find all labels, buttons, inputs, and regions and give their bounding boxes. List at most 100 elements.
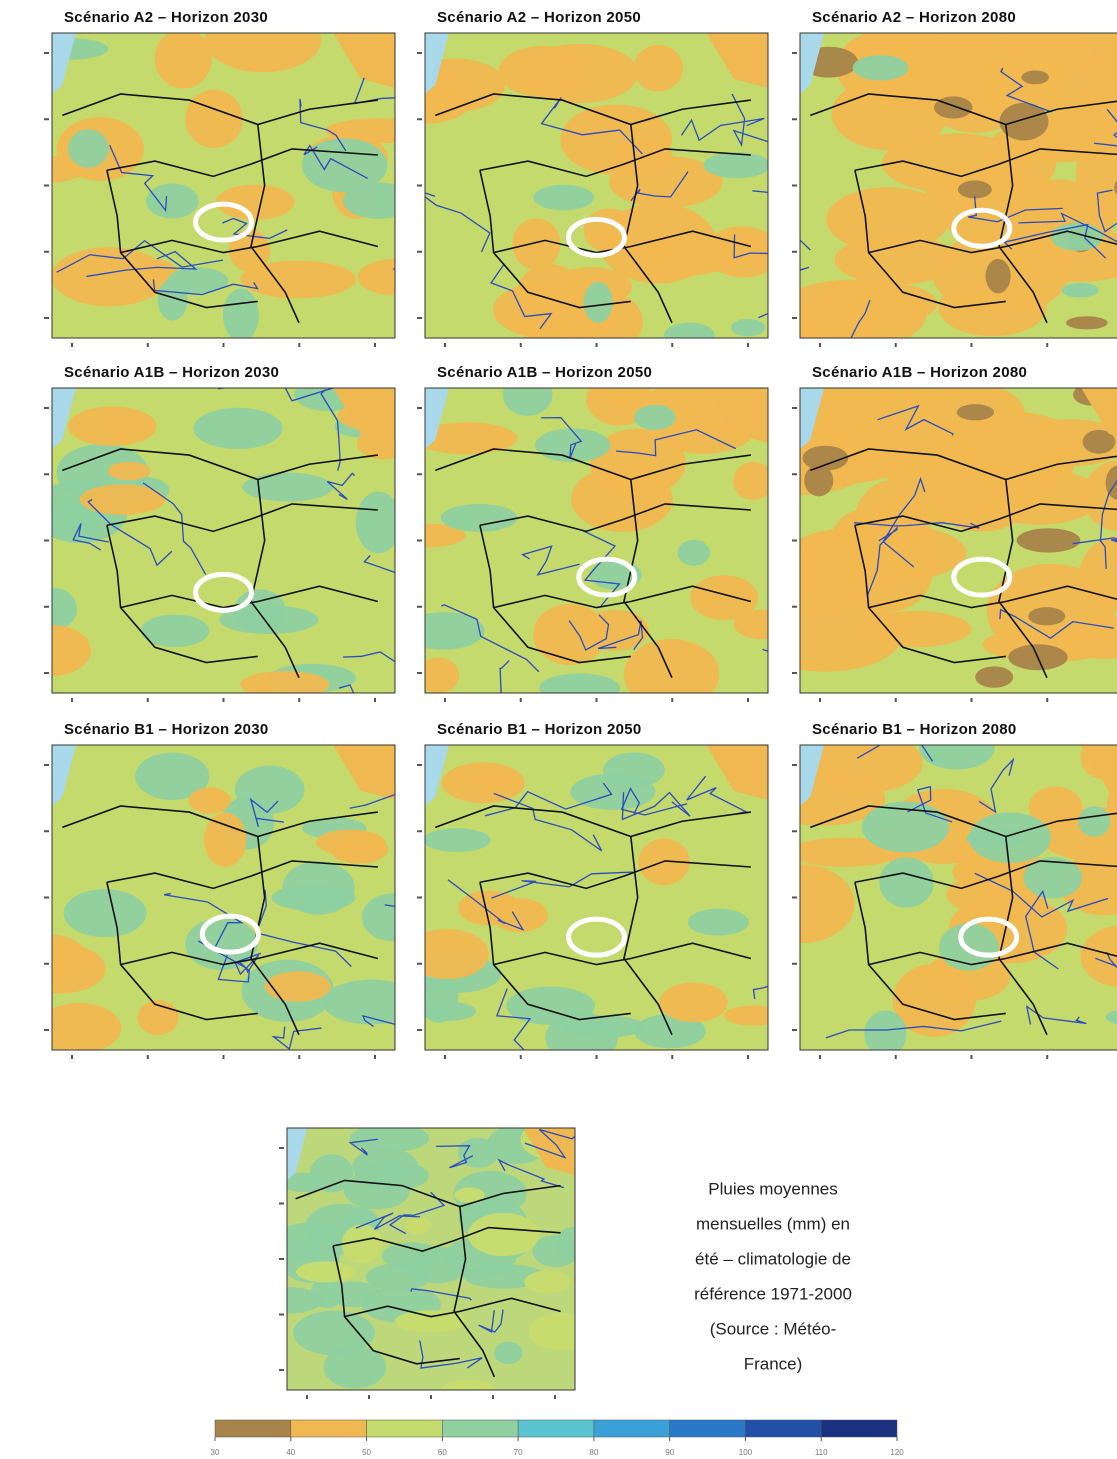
rain-patch [523, 44, 638, 103]
rain-patch [108, 462, 151, 480]
rain-patch [690, 575, 758, 620]
rain-patch [835, 235, 958, 285]
rain-patch [775, 280, 927, 350]
rain-patch [853, 55, 909, 80]
rain-patch [1002, 179, 1114, 261]
rain-patch [556, 1227, 593, 1262]
panel-title: Scénario B1 – Horizon 2050 [437, 721, 642, 738]
colorbar-bin [442, 1420, 518, 1437]
map [724, 7, 1117, 381]
panel-title: Scénario B1 – Horizon 2080 [812, 721, 1017, 738]
rain-patch [494, 1342, 523, 1364]
colorbar-label: 50 [362, 1448, 371, 1457]
rain-patch [704, 152, 771, 178]
rain-patch [193, 408, 282, 449]
rain-patch [634, 45, 683, 92]
rain-patch [688, 909, 749, 936]
colorbar-bin [594, 1420, 670, 1437]
rain-patch [242, 473, 332, 502]
rain-patch [1028, 607, 1065, 625]
colorbar-label: 70 [514, 1448, 523, 1457]
colorbar-label: 90 [665, 1448, 674, 1457]
panel-title: Scénario B1 – Horizon 2030 [64, 721, 269, 738]
rain-patch [570, 774, 655, 810]
colorbar-bin [367, 1420, 443, 1437]
colorbar-label: 40 [286, 1448, 295, 1457]
colorbar-label: 110 [815, 1448, 828, 1457]
panel-title: Scénario A2 – Horizon 2050 [437, 9, 641, 26]
map [14, 377, 491, 717]
panel-title: Scénario A1B – Horizon 2080 [812, 364, 1027, 381]
panel-title: Scénario A1B – Horizon 2030 [64, 364, 279, 381]
highlight-ring [0, 848, 27, 884]
caption-line: Pluies moyennes [708, 1179, 837, 1198]
map [750, 726, 1117, 1057]
rain-patch [879, 857, 934, 907]
rain-patch [535, 428, 610, 462]
rain-patch [533, 604, 607, 665]
rain-patch [51, 247, 167, 306]
rain-patch [1066, 316, 1108, 329]
rain-patch [282, 861, 354, 915]
rain-patch [1078, 806, 1110, 836]
rain-patch [583, 282, 612, 323]
rain-patch [731, 319, 765, 336]
map [251, 1120, 593, 1400]
rain-patch [1017, 528, 1081, 552]
rain-patch [240, 671, 329, 698]
rain-patch [356, 492, 401, 554]
panel-title: Scénario A2 – Horizon 2080 [812, 9, 1016, 26]
rain-patch [204, 812, 246, 866]
rain-patch [302, 138, 388, 192]
rain-patch [934, 96, 972, 118]
rain-patch [37, 1003, 122, 1053]
colorbar-label: 100 [739, 1448, 753, 1457]
map [399, 745, 808, 1063]
rain-patch [342, 1224, 383, 1263]
rain-patch [522, 301, 574, 354]
rain-patch [1021, 70, 1049, 84]
rain-patch [316, 830, 385, 856]
map [376, 33, 835, 354]
rain-patch [747, 596, 904, 672]
caption-line: France) [744, 1354, 803, 1373]
rain-patch [634, 405, 675, 430]
map [731, 360, 1117, 693]
panel-title: Scénario A2 – Horizon 2030 [64, 9, 268, 26]
rain-patch [423, 828, 491, 852]
rain-patch [29, 588, 77, 631]
rain-patch [68, 129, 108, 168]
rain-patch [524, 1271, 571, 1294]
colorbar-bin [291, 1420, 367, 1437]
rain-patch [724, 1005, 783, 1025]
rain-patch [491, 898, 548, 932]
rain-patch [185, 90, 242, 148]
rain-patch [265, 971, 331, 1002]
caption-line: été – climatologie de [695, 1249, 851, 1268]
rain-patch [146, 184, 199, 219]
colorbar-bin [670, 1420, 746, 1437]
rain-patch [677, 540, 710, 566]
rain-patch [659, 982, 727, 1022]
page: Scénario A2 – Horizon 2030 Scénario A2 – … [0, 0, 1117, 1459]
rain-patch [185, 918, 258, 970]
colorbar-bin [215, 1420, 291, 1437]
rain-patch [296, 1261, 355, 1282]
figure: Scénario A2 – Horizon 2030 Scénario A2 – … [0, 0, 1117, 1459]
rain-patch [985, 259, 1010, 293]
rain-patch [235, 766, 305, 814]
rain-patch [352, 1148, 418, 1186]
rain-patch [188, 787, 230, 813]
rain-patch [969, 812, 1051, 863]
colorbar-bin [821, 1420, 897, 1437]
rain-patch [366, 1263, 430, 1291]
rain-patch [418, 658, 459, 694]
rain-patch [405, 929, 489, 979]
rain-patch [64, 889, 147, 937]
rain-patch [600, 203, 717, 283]
rain-patch [362, 893, 423, 941]
rain-patch [240, 261, 356, 299]
caption-line: (Source : Météo- [710, 1319, 837, 1338]
rain-patch [957, 404, 994, 420]
colorbar-label: 80 [589, 1448, 598, 1457]
